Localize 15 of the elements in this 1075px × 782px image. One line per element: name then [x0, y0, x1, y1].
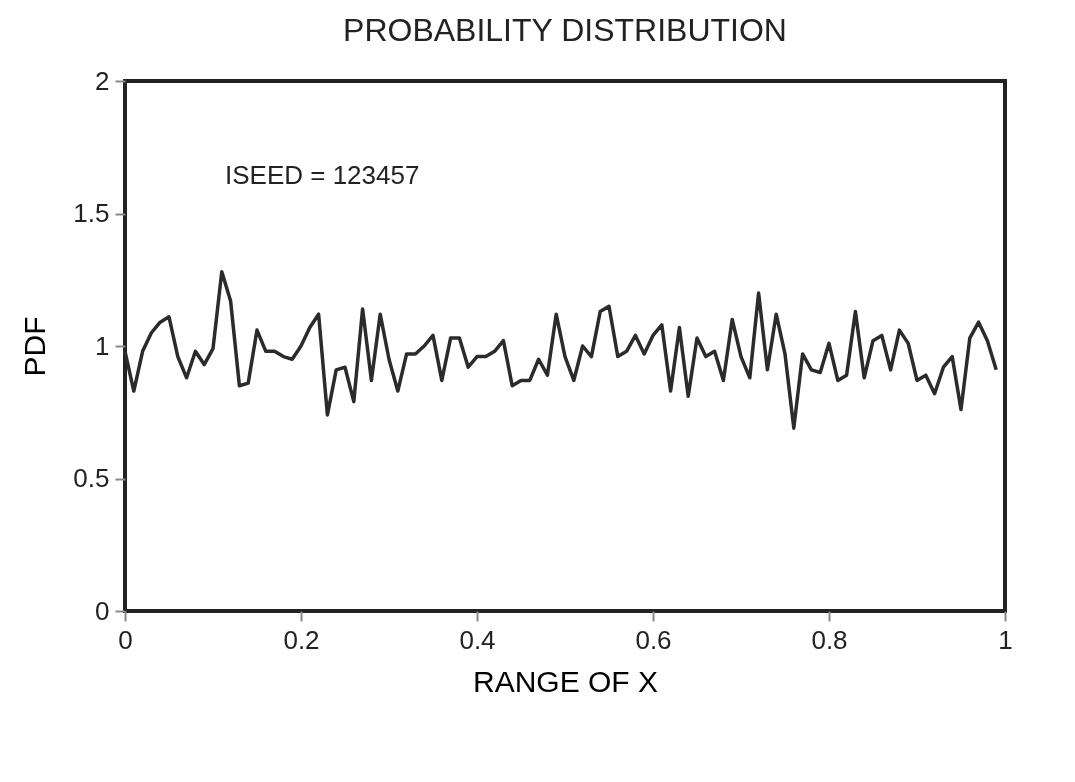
chart-title: PROBABILITY DISTRIBUTION [343, 12, 787, 48]
y-tick-label: 1.5 [73, 198, 110, 228]
y-axis-title: PDF [18, 316, 52, 377]
y-tick-label: 2 [95, 65, 110, 96]
x-tick-label: 0.2 [283, 624, 320, 655]
x-tick-label: 0.4 [459, 624, 496, 655]
x-axis-title: RANGE OF X [472, 664, 659, 698]
y-tick-label: 1 [95, 330, 110, 361]
x-tick-label: 1 [998, 624, 1013, 655]
x-tick-label: 0 [118, 624, 133, 655]
x-tick-label: 0.8 [811, 624, 848, 655]
y-tick-label: 0 [95, 595, 110, 626]
x-tick-label: 0.6 [635, 624, 672, 655]
y-tick-label: 0.5 [73, 463, 110, 493]
annotation: ISEED = 123457 [225, 160, 420, 190]
